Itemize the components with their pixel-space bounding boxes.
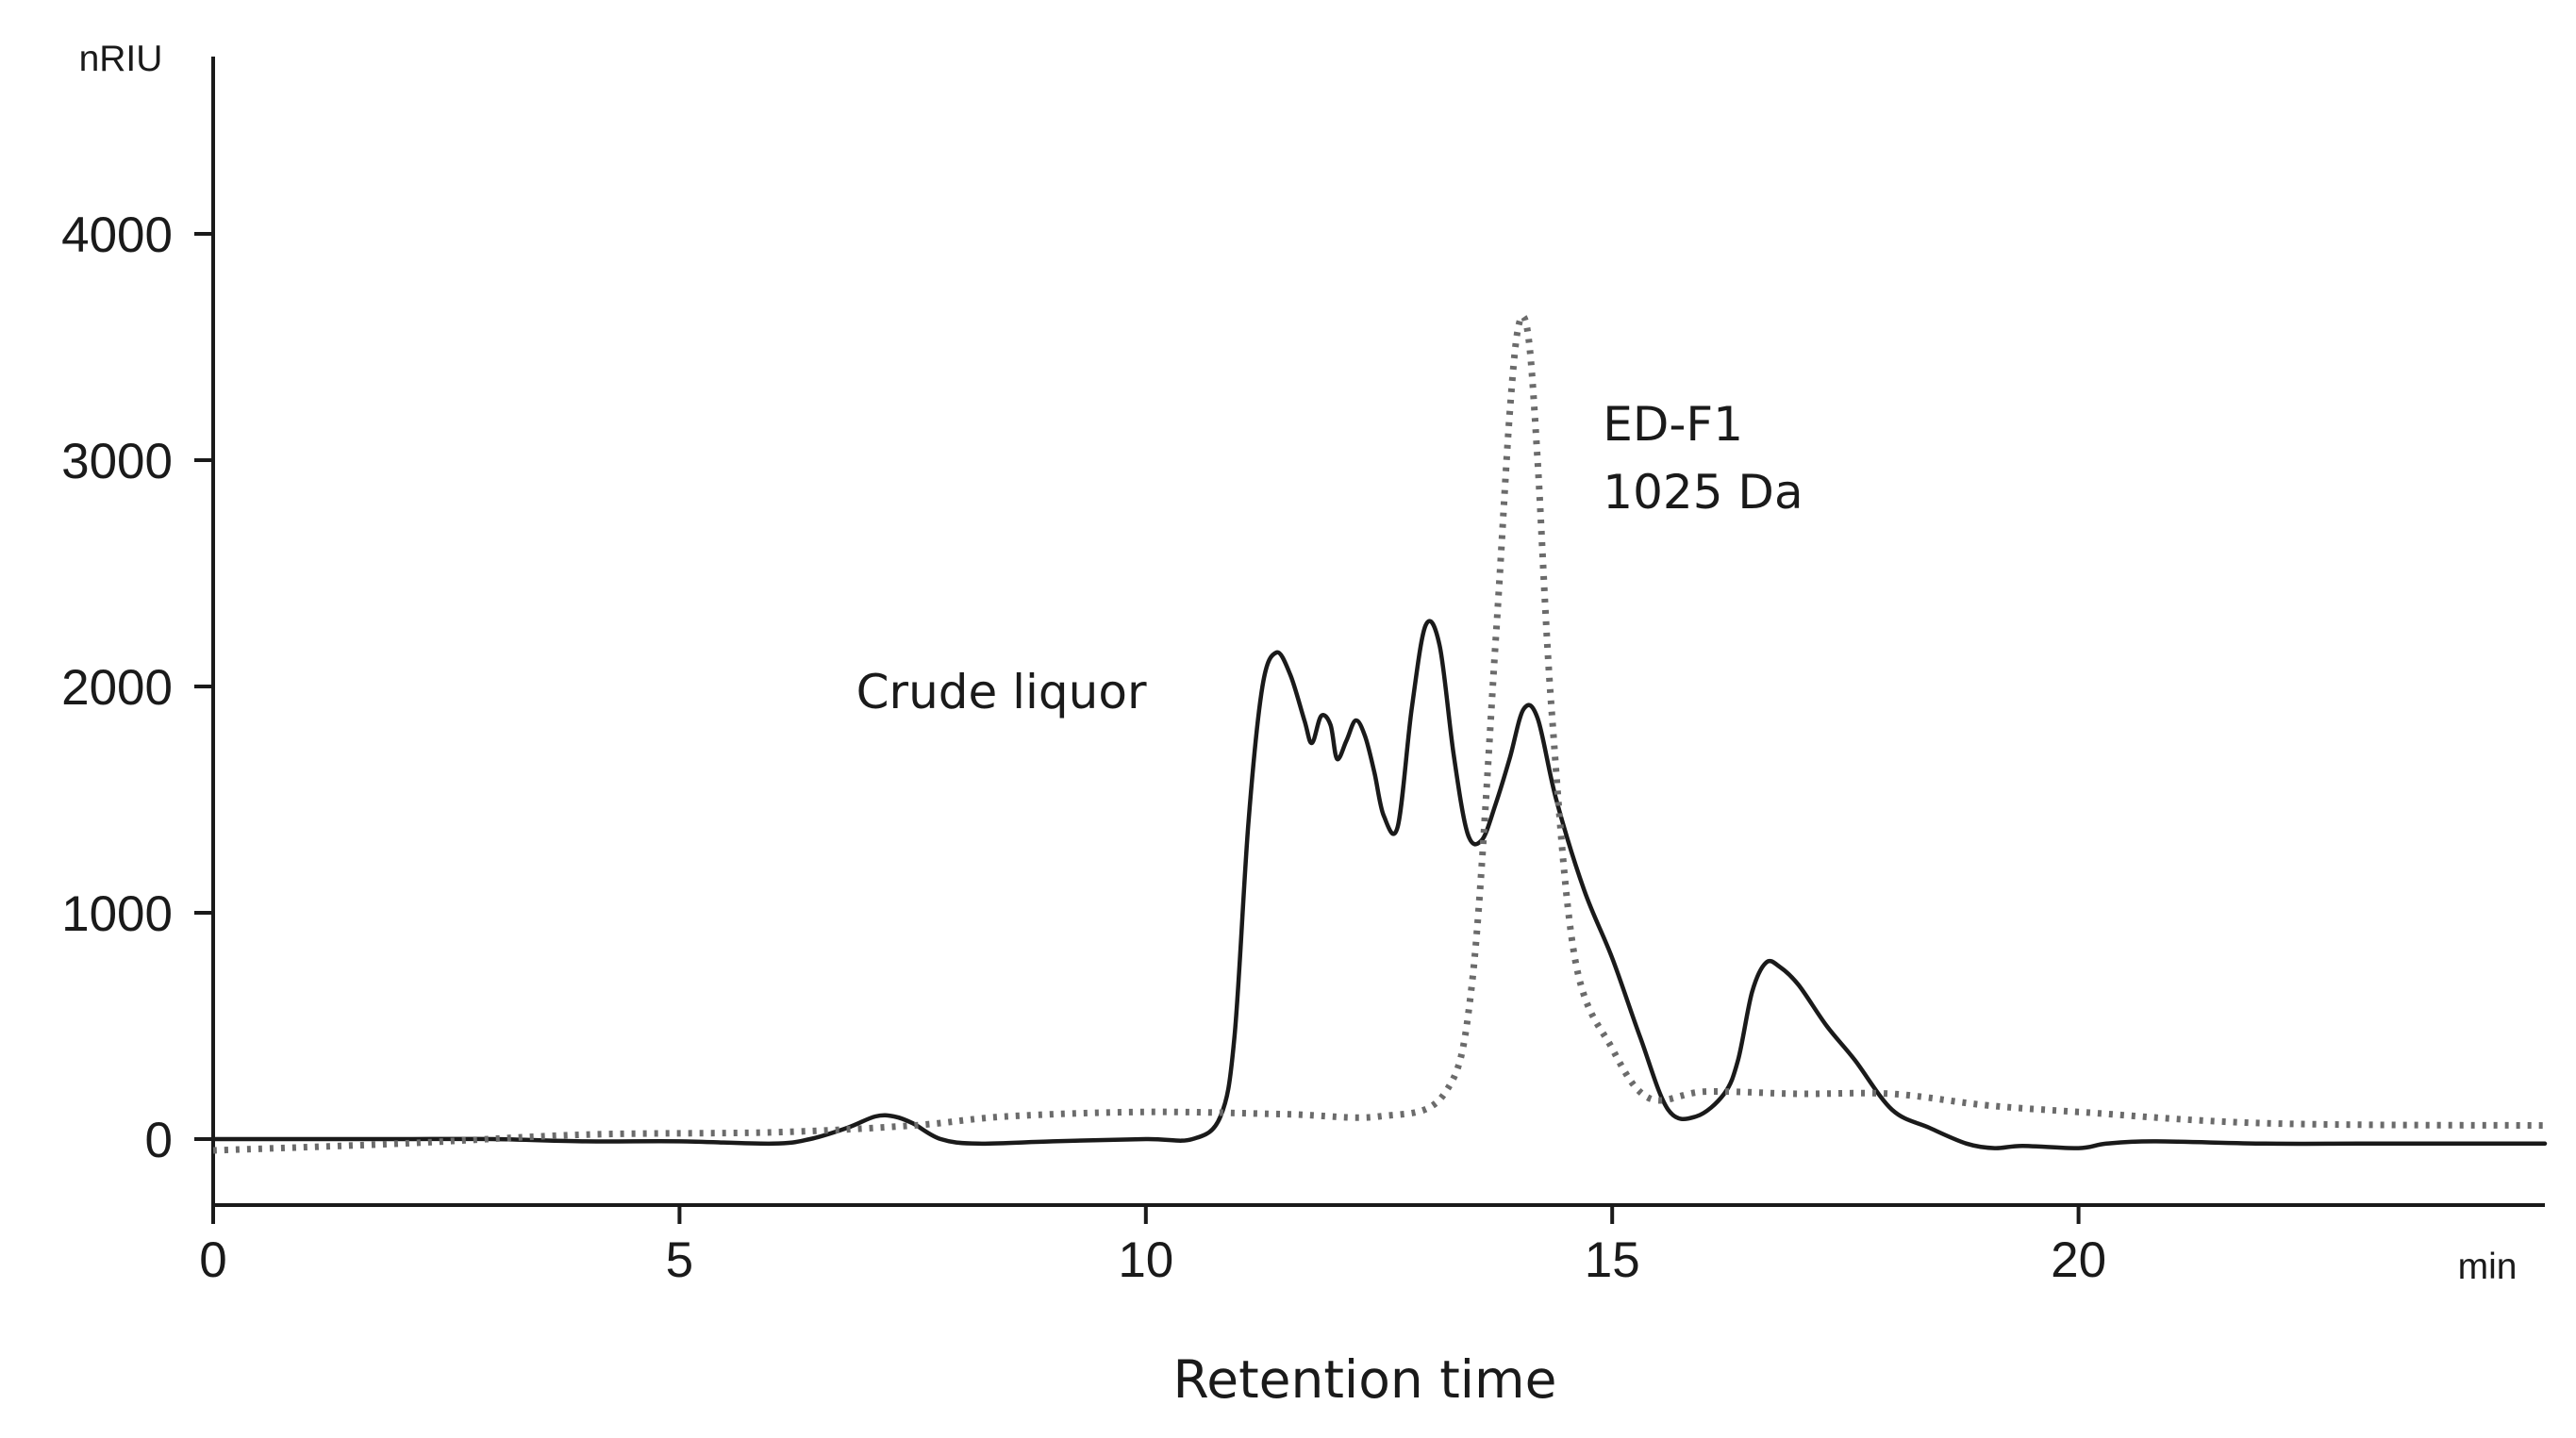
x-tick-label-5: 5 xyxy=(666,1232,693,1288)
x-tick-label-0: 0 xyxy=(199,1232,226,1288)
annotation-crude-liquor: Crude liquor xyxy=(856,665,1147,719)
y-axis-unit-label: nRIU xyxy=(79,39,163,79)
y-tick-label-4000: 4000 xyxy=(61,207,173,263)
x-tick-label-10: 10 xyxy=(1118,1232,1173,1288)
y-tick-label-2000: 2000 xyxy=(61,660,173,716)
axes xyxy=(211,57,2545,1207)
series-line-solid xyxy=(210,619,2548,1150)
y-tick-label-3000: 3000 xyxy=(61,434,173,489)
y-tick-label-1000: 1000 xyxy=(61,886,173,942)
ticks: 0 5 10 15 20 0 1000 2000 3000 4000 xyxy=(61,207,2106,1288)
series xyxy=(210,312,2548,1154)
x-tick-label-15: 15 xyxy=(1585,1232,1640,1288)
x-tick-label-20: 20 xyxy=(2051,1232,2106,1288)
y-tick-label-0: 0 xyxy=(145,1113,173,1168)
labels: nRIU min Retention time Crude liquor ED-… xyxy=(79,39,2518,1410)
series-line-dotted xyxy=(212,312,2546,1154)
x-axis-title: Retention time xyxy=(1173,1349,1557,1410)
annotation-ed-f1: ED-F1 xyxy=(1603,397,1743,452)
x-axis-unit-label: min xyxy=(2458,1247,2518,1287)
annotation-1025-da: 1025 Da xyxy=(1603,465,1803,520)
